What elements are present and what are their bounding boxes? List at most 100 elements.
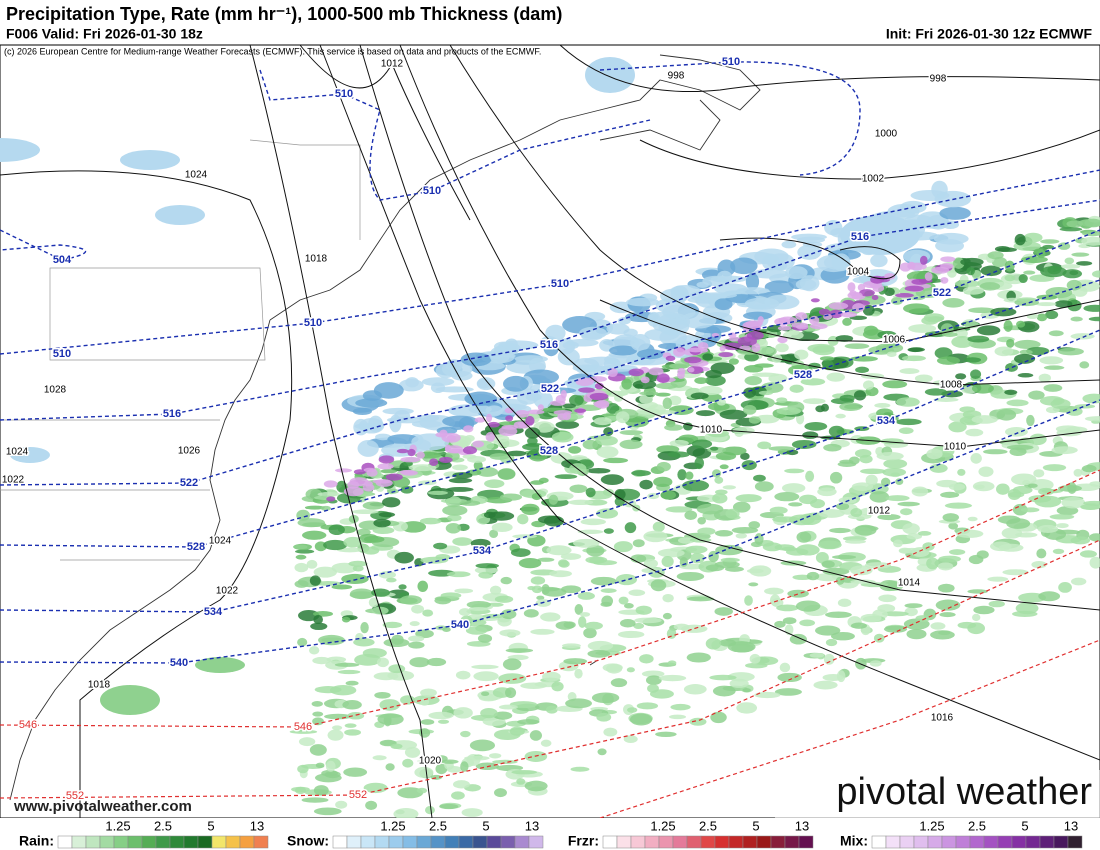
rain-area <box>1057 347 1084 356</box>
rain-area <box>732 501 751 513</box>
rain-area <box>753 474 766 482</box>
legend-swatch <box>141 835 157 849</box>
rain-area <box>619 430 644 436</box>
snow-area <box>476 377 496 391</box>
rain-area <box>573 538 600 548</box>
rain-area <box>823 443 842 452</box>
isobar-label: 1026 <box>178 446 201 457</box>
legend-swatch <box>430 835 446 849</box>
rain-area <box>464 435 475 442</box>
rain-area <box>748 521 761 529</box>
rain-area <box>391 634 404 645</box>
rain-area <box>706 429 730 438</box>
thickness-label: 510 <box>304 317 322 329</box>
legend-swatch <box>374 835 390 849</box>
legend-swatch <box>225 835 241 849</box>
snow-area <box>823 255 849 270</box>
rain-area <box>328 524 345 536</box>
rain-area <box>313 566 337 578</box>
rain-area <box>408 641 425 649</box>
rain-area <box>658 674 687 682</box>
mix-area <box>462 446 478 455</box>
isobar-label: 1000 <box>875 129 898 140</box>
rain-area <box>645 675 662 686</box>
rain-area <box>549 570 572 578</box>
rain-area <box>685 545 708 554</box>
rain-area <box>895 478 904 485</box>
rain-area <box>893 539 903 548</box>
rain-area <box>373 518 391 528</box>
rain-area <box>1089 556 1100 569</box>
rain-area <box>551 681 564 692</box>
rain-area <box>447 514 462 522</box>
rain-area <box>570 766 590 772</box>
rain-area <box>360 621 369 634</box>
rain-area <box>942 513 960 522</box>
mix-area <box>326 496 336 502</box>
rain-area <box>690 552 705 564</box>
rain-area <box>939 612 956 618</box>
rain-area <box>768 373 788 384</box>
rain-area <box>754 481 774 492</box>
rain-area <box>686 652 711 663</box>
rain-area <box>318 634 345 646</box>
thickness-line <box>0 399 1100 664</box>
rain-area <box>545 705 558 714</box>
rain-area <box>579 612 591 617</box>
rain-area <box>709 446 719 451</box>
rain-area <box>666 628 677 639</box>
rain-area <box>621 378 632 390</box>
legend-swatch <box>602 835 618 849</box>
rain-area <box>677 537 695 544</box>
rain-area <box>722 446 747 456</box>
rain-area <box>1073 468 1083 477</box>
rain-area <box>802 431 819 439</box>
rain-area <box>971 383 994 394</box>
rain-area <box>500 609 517 620</box>
mix-area <box>486 413 493 423</box>
rain-area <box>662 397 673 410</box>
rain-area <box>667 451 690 458</box>
snow-area <box>870 254 888 268</box>
rain-area <box>489 753 502 759</box>
rain-area <box>465 626 488 635</box>
rain-area <box>980 265 1002 277</box>
rain-area <box>1028 495 1052 503</box>
snow-area <box>503 375 529 392</box>
thickness-label: 528 <box>187 541 205 553</box>
rain-area <box>635 605 652 615</box>
rain-area <box>777 672 802 683</box>
rain-area <box>497 468 516 480</box>
rain-area <box>632 539 645 548</box>
rain-area <box>683 684 707 695</box>
snow-area <box>630 333 651 352</box>
rain-area <box>877 513 901 521</box>
rain-area <box>775 343 789 353</box>
precip-patch <box>0 138 40 162</box>
rain-area <box>1006 338 1015 348</box>
mix-area <box>919 255 928 265</box>
init-time: Init: Fri 2026-01-30 12z ECMWF <box>886 26 1093 42</box>
rain-area <box>568 446 582 454</box>
rain-area <box>1088 533 1100 542</box>
mix-area <box>588 376 607 382</box>
rain-area <box>955 329 968 339</box>
snow-area <box>537 387 577 394</box>
rain-area <box>741 460 757 471</box>
rain-area <box>345 680 359 686</box>
mix-area <box>578 387 595 393</box>
rain-area <box>744 595 753 606</box>
rain-area <box>979 282 1001 291</box>
rain-area <box>850 507 863 518</box>
rain-area <box>362 546 380 555</box>
rain-area <box>452 537 473 546</box>
rain-area <box>948 483 966 491</box>
mix-area <box>400 456 421 463</box>
rain-area <box>923 313 945 323</box>
rain-area <box>537 515 562 524</box>
rain-area <box>758 339 768 348</box>
mix-area <box>895 293 914 298</box>
mix-area <box>818 308 831 316</box>
snow-area <box>418 414 440 422</box>
rain-area <box>455 670 471 680</box>
